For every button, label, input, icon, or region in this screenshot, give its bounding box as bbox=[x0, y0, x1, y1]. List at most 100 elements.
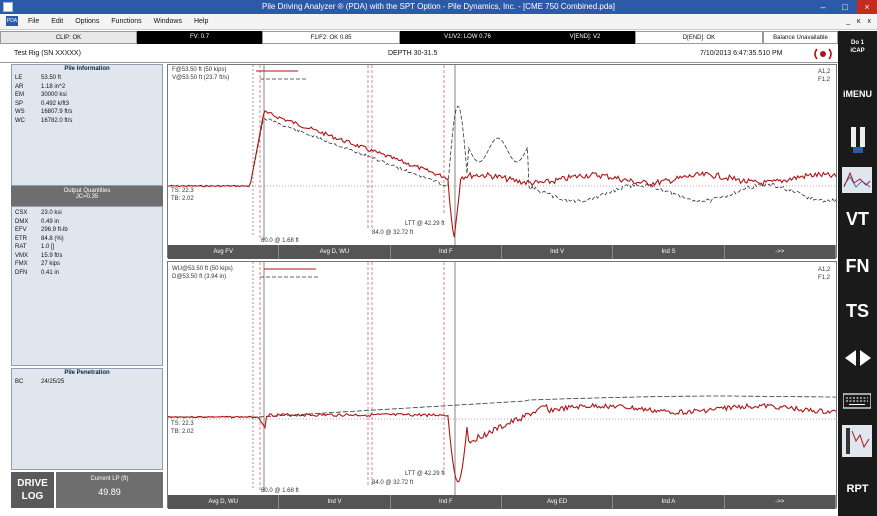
displacement-legend: D@53.50 ft (3.94 in) bbox=[172, 274, 226, 280]
keyboard-icon[interactable] bbox=[843, 393, 871, 409]
marker-ltt-label: LTT @ 42.29 ft bbox=[405, 471, 445, 477]
balance-status: Balance Unavailable bbox=[763, 31, 838, 44]
datetime-label: 7/10/2013 6:47:35.510 PM bbox=[700, 50, 783, 57]
icap-label-2: iCAP bbox=[850, 48, 865, 54]
app-minimize-button[interactable]: _ bbox=[846, 18, 851, 25]
output-row: CSX 23.0 ksi bbox=[15, 210, 62, 216]
channel-a-label: A1,2 bbox=[818, 267, 831, 273]
fn-button[interactable]: FN bbox=[845, 256, 870, 276]
trace-compare-icon[interactable] bbox=[842, 425, 872, 457]
title-bar: Pile Driving Analyzer ® (PDA) with the S… bbox=[0, 0, 877, 14]
window-title: Pile Driving Analyzer ® (PDA) with the S… bbox=[262, 2, 615, 11]
menu-functions[interactable]: Functions bbox=[111, 18, 142, 25]
displacement-trace bbox=[168, 395, 836, 418]
output-row: VMX 15.9 ft/s bbox=[15, 252, 63, 259]
ts-label: TS: 22.3 bbox=[171, 188, 194, 194]
icap-button[interactable]: Do 1 iCAP bbox=[838, 39, 877, 55]
vt-button[interactable]: VT bbox=[845, 209, 869, 229]
channel-f-label: F1,2 bbox=[818, 275, 831, 281]
maximize-button[interactable]: □ bbox=[842, 2, 848, 12]
marker-2l-label: 84.0 @ 32.72 ft bbox=[372, 230, 413, 236]
pile-info-row: WS 16807.9 ft/s bbox=[15, 109, 73, 115]
sensor-icon[interactable] bbox=[848, 125, 868, 155]
v1v2-status: V1/V2: LOW 0.76 bbox=[400, 31, 535, 44]
chart1-tab-bar: Avg FV Avg D, WU Ind F Ind V Ind S ->> bbox=[168, 245, 836, 259]
wave-up-displacement-chart[interactable]: WU@53.50 ft (50 kips) D@53.50 ft (3.94 i… bbox=[167, 261, 837, 509]
pile-information-title: Pile Information bbox=[64, 66, 110, 72]
menu-options[interactable]: Options bbox=[75, 18, 100, 25]
ts-label: TS: 22.3 bbox=[171, 421, 194, 427]
marker-start-label: 60.0 @ 1.68 ft bbox=[261, 238, 299, 244]
quality-status-bar: CLIP: OK FV: 0.7 F1/F2: OK 0.85 V1/V2: L… bbox=[0, 31, 838, 44]
wireless-signal-icon bbox=[814, 48, 832, 60]
tab-avg-ed[interactable]: Avg ED bbox=[502, 495, 614, 509]
minimize-button[interactable]: – bbox=[820, 2, 826, 12]
tab-avg-d-wu[interactable]: Avg D, WU bbox=[168, 495, 280, 509]
tab-ind-s[interactable]: Ind S bbox=[613, 245, 725, 259]
ts-button[interactable]: TS bbox=[845, 301, 869, 321]
output-row: DFN 0.41 in bbox=[15, 269, 60, 276]
rpt-button[interactable]: RPT bbox=[846, 483, 869, 495]
test-rig-label: Test Rig (SN XXXXX) bbox=[14, 50, 81, 57]
wave-up-trace bbox=[168, 402, 836, 483]
channel-f-label: F1,2 bbox=[818, 77, 831, 83]
imenu-button[interactable]: iMENU bbox=[843, 89, 872, 99]
depth-label: DEPTH 30-31.5 bbox=[388, 50, 438, 57]
pile-info-row: SP 0.492 k/ft3 bbox=[15, 100, 70, 107]
tb-label: TB: 2.02 bbox=[171, 429, 194, 435]
menu-file[interactable]: File bbox=[27, 18, 40, 25]
tab-ind-f[interactable]: Ind F bbox=[391, 495, 502, 509]
right-toolbar: Do 1 iCAP iMENU VT FN TS RPT bbox=[838, 31, 877, 516]
close-button[interactable]: × bbox=[857, 0, 877, 14]
tab-avg-d-wu[interactable]: Avg D, WU bbox=[279, 245, 391, 259]
drive-log-button[interactable]: DRIVE LOG bbox=[11, 472, 54, 508]
current-lp-value: 49.89 bbox=[98, 487, 121, 497]
tab-more[interactable]: ->> bbox=[725, 495, 836, 509]
velocity-legend: V@53.50 ft (23.7 ft/s) bbox=[172, 75, 229, 81]
bc-row: BC 24/25/25 bbox=[15, 379, 65, 385]
tab-ind-v[interactable]: Ind V bbox=[279, 495, 391, 509]
menu-help[interactable]: Help bbox=[193, 18, 209, 25]
clip-status: CLIP: OK bbox=[0, 31, 137, 44]
output-row: ETR 84.8 (%) bbox=[15, 235, 64, 242]
pda-logo-icon: PDA bbox=[6, 16, 18, 27]
tb-label: TB: 2.02 bbox=[171, 196, 194, 202]
app-close-button[interactable]: x bbox=[867, 18, 872, 25]
left-right-arrows-icon[interactable] bbox=[845, 349, 871, 367]
current-lp-display: Current LP (ft) 49.89 bbox=[56, 472, 163, 508]
output-quantities-title: Output Quantities bbox=[63, 188, 111, 194]
output-quantities-panel: CSX 23.0 ksi DMX 0.49 in EFV 296.9 ft-lb ET… bbox=[11, 206, 163, 366]
force-trace bbox=[168, 110, 836, 238]
f1f2-status: F1/F2: OK 0.85 bbox=[262, 31, 400, 44]
drive-log-label-1: DRIVE bbox=[17, 478, 48, 489]
pile-info-row: EM 30000 ksi bbox=[15, 92, 67, 98]
force-legend: F@53.50 ft (50 kips) bbox=[172, 67, 226, 73]
tab-more[interactable]: ->> bbox=[725, 245, 836, 259]
pile-info-row: AR 1.18 in^2 bbox=[15, 83, 66, 90]
wave-up-legend: WU@53.50 ft (50 kips) bbox=[172, 266, 233, 272]
output-row: FMX 27 kips bbox=[15, 261, 61, 267]
pile-penetration-panel: Pile Penetration BC 24/25/25 bbox=[11, 368, 163, 470]
output-row: RAT 1.0 [] bbox=[15, 244, 55, 250]
fv-status: FV: 0.7 bbox=[137, 31, 262, 44]
output-row: DMX 0.49 in bbox=[15, 218, 60, 225]
menu-windows[interactable]: Windows bbox=[153, 18, 182, 25]
app-restore-button[interactable]: ĸ bbox=[857, 18, 861, 25]
tab-ind-a[interactable]: Ind A bbox=[613, 495, 725, 509]
pile-information-panel: Pile Information LE 53.50 ft AR 1.18 in^2 … bbox=[11, 64, 163, 186]
menu-bar: PDA File Edit Options Functions Windows … bbox=[0, 14, 877, 30]
tab-avg-fv[interactable]: Avg FV bbox=[168, 245, 280, 259]
pile-info-row: LE 53.50 ft bbox=[15, 75, 62, 81]
force-velocity-chart[interactable]: F@53.50 ft (50 kips) V@53.50 ft (23.7 ft… bbox=[167, 64, 837, 259]
trace-thumbnail-icon[interactable] bbox=[842, 167, 872, 193]
output-quantities-header[interactable]: Output Quantities JC=0.35 bbox=[11, 186, 163, 206]
tab-ind-v[interactable]: Ind V bbox=[502, 245, 614, 259]
tab-ind-f[interactable]: Ind F bbox=[391, 245, 502, 259]
marker-2l-label: 84.0 @ 32.72 ft bbox=[372, 480, 413, 486]
marker-start-label: 60.0 @ 1.68 ft bbox=[261, 488, 299, 494]
channel-a-label: A1,2 bbox=[818, 69, 831, 75]
current-lp-label: Current LP (ft) bbox=[90, 476, 129, 482]
wave-up-displacement-plot: WU@53.50 ft (50 kips) D@53.50 ft (3.94 i… bbox=[168, 262, 836, 495]
chart2-tab-bar: Avg D, WU Ind V Ind F Avg ED Ind A ->> bbox=[168, 495, 836, 509]
menu-edit[interactable]: Edit bbox=[51, 18, 64, 25]
